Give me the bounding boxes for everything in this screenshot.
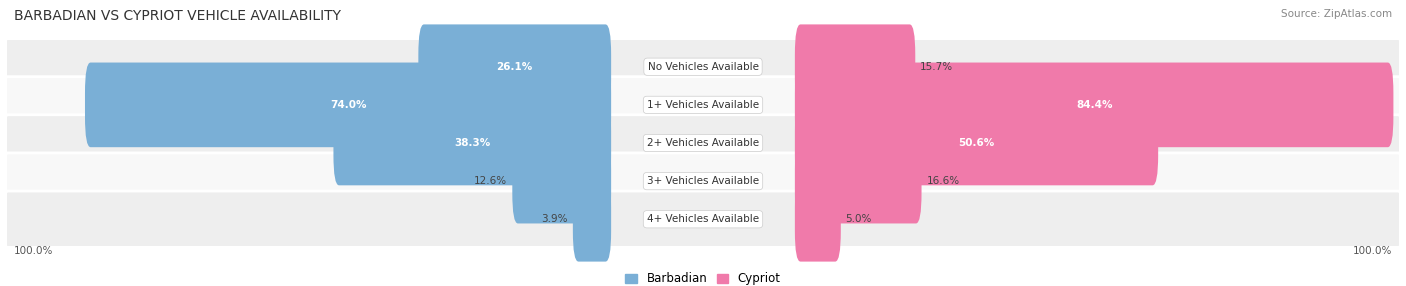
- Text: 3.9%: 3.9%: [541, 214, 568, 224]
- Text: 26.1%: 26.1%: [496, 62, 533, 72]
- FancyBboxPatch shape: [6, 39, 1400, 95]
- Text: 100.0%: 100.0%: [14, 246, 53, 256]
- Text: 12.6%: 12.6%: [474, 176, 508, 186]
- Text: BARBADIAN VS CYPRIOT VEHICLE AVAILABILITY: BARBADIAN VS CYPRIOT VEHICLE AVAILABILIT…: [14, 9, 342, 23]
- Text: 84.4%: 84.4%: [1076, 100, 1112, 110]
- FancyBboxPatch shape: [794, 63, 1393, 147]
- Text: 50.6%: 50.6%: [959, 138, 994, 148]
- FancyBboxPatch shape: [333, 101, 612, 185]
- Text: 4+ Vehicles Available: 4+ Vehicles Available: [647, 214, 759, 224]
- FancyBboxPatch shape: [794, 177, 841, 262]
- FancyBboxPatch shape: [6, 115, 1400, 171]
- FancyBboxPatch shape: [6, 77, 1400, 133]
- Text: 38.3%: 38.3%: [454, 138, 491, 148]
- FancyBboxPatch shape: [794, 139, 921, 223]
- FancyBboxPatch shape: [419, 24, 612, 109]
- Text: 16.6%: 16.6%: [927, 176, 959, 186]
- Text: 74.0%: 74.0%: [330, 100, 367, 110]
- Text: Source: ZipAtlas.com: Source: ZipAtlas.com: [1281, 9, 1392, 19]
- FancyBboxPatch shape: [6, 153, 1400, 209]
- Legend: Barbadian, Cypriot: Barbadian, Cypriot: [626, 272, 780, 285]
- Text: 2+ Vehicles Available: 2+ Vehicles Available: [647, 138, 759, 148]
- FancyBboxPatch shape: [794, 24, 915, 109]
- FancyBboxPatch shape: [794, 101, 1159, 185]
- Text: 15.7%: 15.7%: [920, 62, 953, 72]
- FancyBboxPatch shape: [572, 177, 612, 262]
- Text: No Vehicles Available: No Vehicles Available: [648, 62, 758, 72]
- FancyBboxPatch shape: [6, 191, 1400, 247]
- Text: 1+ Vehicles Available: 1+ Vehicles Available: [647, 100, 759, 110]
- Text: 100.0%: 100.0%: [1353, 246, 1392, 256]
- Text: 5.0%: 5.0%: [845, 214, 872, 224]
- Text: 3+ Vehicles Available: 3+ Vehicles Available: [647, 176, 759, 186]
- FancyBboxPatch shape: [512, 139, 612, 223]
- FancyBboxPatch shape: [84, 63, 612, 147]
